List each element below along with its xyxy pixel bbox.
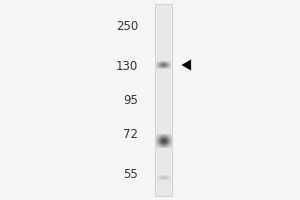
Text: 55: 55 bbox=[123, 168, 138, 180]
Text: 95: 95 bbox=[123, 94, 138, 106]
Polygon shape bbox=[182, 59, 191, 71]
Text: 72: 72 bbox=[123, 128, 138, 140]
Bar bbox=[155, 4, 172, 196]
Text: 130: 130 bbox=[116, 60, 138, 72]
Text: 250: 250 bbox=[116, 20, 138, 32]
